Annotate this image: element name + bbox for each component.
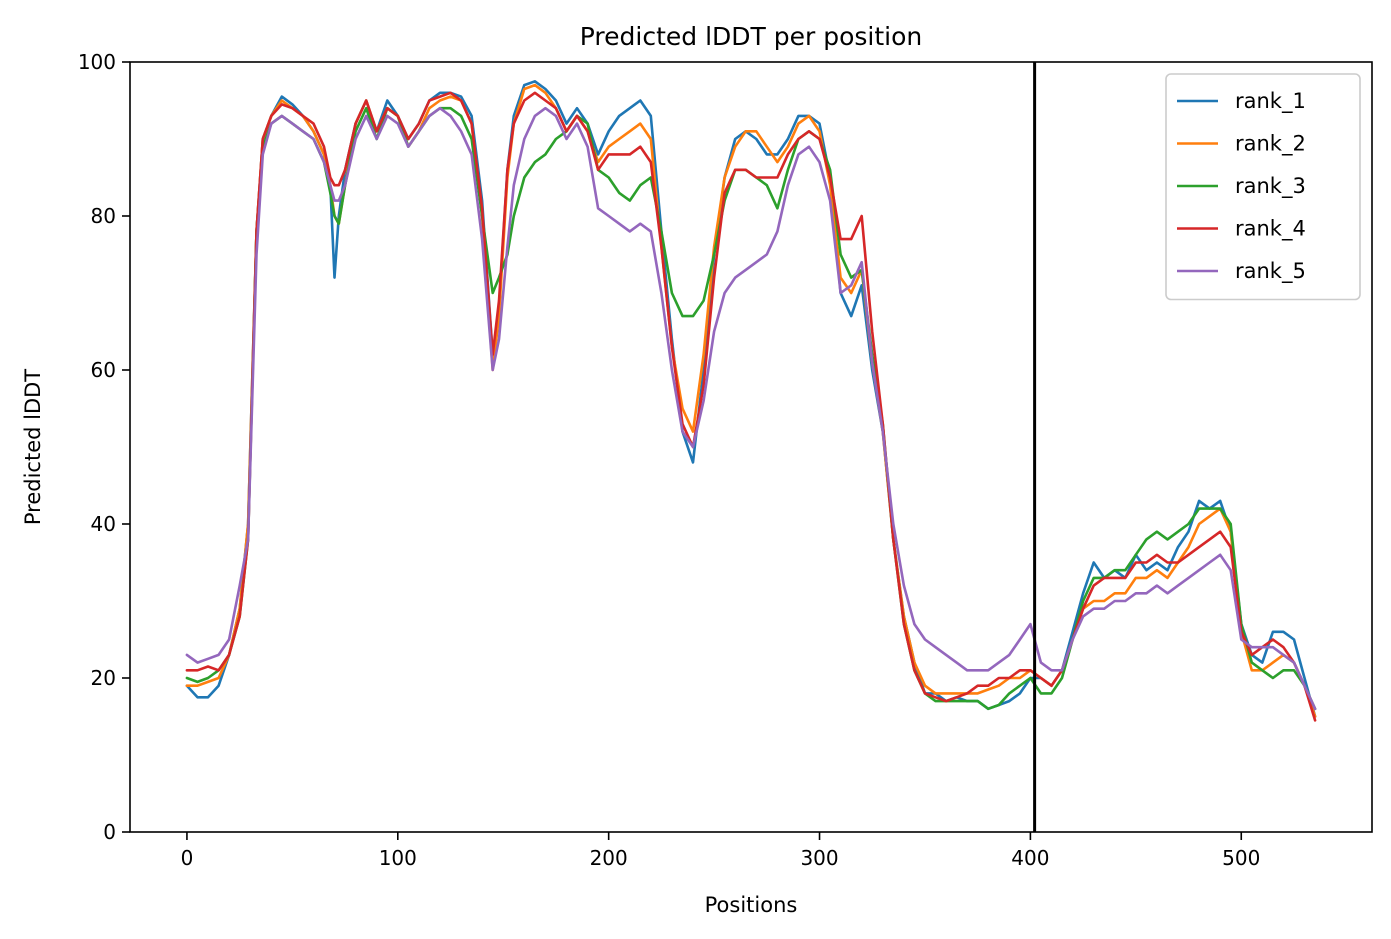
x-tick-label: 0 [181,846,194,870]
legend-box [1165,73,1361,301]
series-lines [185,80,1317,722]
x-tick-label: 500 [1222,846,1260,870]
series-line-rank-5 [185,106,1317,711]
legend-label-rank-5: rank_5 [1235,259,1306,284]
series-line-rank-4 [185,91,1317,722]
y-tick-label: 100 [78,50,116,74]
legend-label-rank-3: rank_3 [1235,174,1306,199]
y-axis-title: Predicted lDDT [21,369,45,525]
legend-label-rank-4: rank_4 [1235,217,1306,242]
chart-title: Predicted lDDT per position [580,22,922,51]
plot-area [129,61,1373,833]
y-tick-label: 20 [91,666,116,690]
y-axis: 0 20 40 60 80 100 [78,50,130,844]
legend: rank_1 rank_2 rank_3 rank_4 rank_5 [1165,73,1361,301]
x-tick-label: 200 [590,846,628,870]
x-tick-label: 100 [379,846,417,870]
legend-label-rank-1: rank_1 [1235,89,1306,114]
x-axis-title: Positions [705,893,798,917]
y-tick-label: 60 [91,358,116,382]
legend-label-rank-2: rank_2 [1235,132,1306,157]
plot-frame [129,61,1373,833]
x-tick-label: 300 [800,846,838,870]
x-axis: 0 100 200 300 400 500 [181,832,1260,870]
y-tick-label: 0 [103,820,116,844]
y-tick-label: 40 [91,512,116,536]
x-tick-label: 400 [1011,846,1049,870]
y-tick-label: 80 [91,204,116,228]
